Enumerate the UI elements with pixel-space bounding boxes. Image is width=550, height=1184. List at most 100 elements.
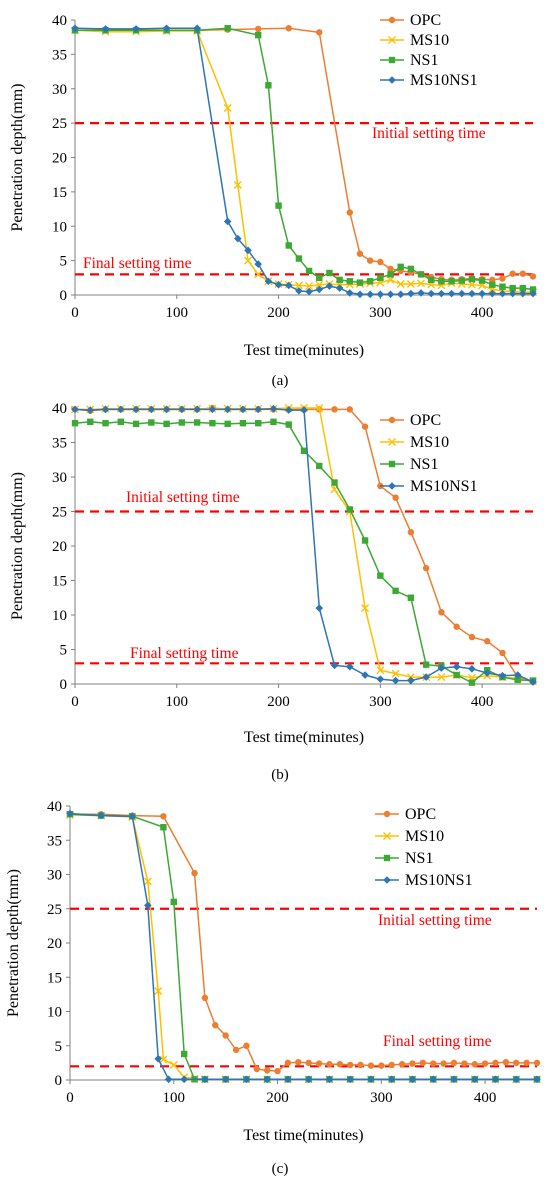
legend-label: MS10 xyxy=(405,828,444,845)
data-point xyxy=(409,1060,416,1067)
data-point xyxy=(478,277,486,284)
data-point xyxy=(376,675,385,683)
data-point xyxy=(284,281,293,290)
data-point xyxy=(346,209,353,216)
data-point xyxy=(326,1061,333,1068)
data-point xyxy=(356,279,364,286)
data-point xyxy=(529,273,537,280)
data-point xyxy=(169,1060,178,1069)
data-point xyxy=(437,673,446,682)
legend-marker xyxy=(388,76,396,84)
data-point xyxy=(391,669,400,678)
data-point xyxy=(305,267,313,275)
data-point xyxy=(164,1075,173,1084)
data-point xyxy=(422,661,430,668)
data-point xyxy=(492,1059,499,1067)
y-tick-label: 40 xyxy=(47,799,62,815)
data-point xyxy=(263,1067,271,1074)
reference-line-label: Initial setting time xyxy=(126,489,240,506)
data-point xyxy=(376,666,385,675)
data-point xyxy=(377,572,384,579)
data-point xyxy=(97,811,105,820)
data-point xyxy=(376,290,385,299)
data-point xyxy=(254,405,262,414)
data-point xyxy=(178,419,186,426)
data-point xyxy=(356,290,364,299)
legend-label: NS1 xyxy=(410,52,438,69)
data-point xyxy=(346,278,353,285)
panel-label: (a) xyxy=(272,373,289,389)
series-line xyxy=(74,29,533,294)
data-point xyxy=(160,824,167,831)
data-point xyxy=(458,277,465,284)
data-point xyxy=(223,217,232,226)
data-point xyxy=(388,1061,395,1069)
legend-marker xyxy=(388,460,396,468)
data-point xyxy=(264,277,273,286)
data-point xyxy=(533,1075,541,1084)
data-point xyxy=(392,494,399,501)
data-point xyxy=(478,289,486,298)
legend-marker xyxy=(383,832,391,840)
data-point xyxy=(253,1065,260,1073)
y-tick-label: 35 xyxy=(47,833,62,849)
y-tick-label: 0 xyxy=(60,288,68,304)
data-point xyxy=(387,271,394,278)
data-point xyxy=(484,638,491,645)
data-point xyxy=(499,283,506,290)
reference-line-label: Initial setting time xyxy=(372,125,486,142)
y-tick-label: 10 xyxy=(47,1005,62,1021)
data-point xyxy=(513,1059,520,1067)
data-point xyxy=(193,24,201,33)
x-tick-label: 200 xyxy=(266,1090,289,1106)
data-point xyxy=(254,260,262,268)
data-point xyxy=(336,1061,344,1068)
data-point xyxy=(315,285,324,294)
data-point xyxy=(468,633,476,641)
y-tick-label: 30 xyxy=(47,868,62,884)
data-point xyxy=(154,1054,163,1063)
data-point xyxy=(437,664,446,672)
data-point xyxy=(367,1075,375,1084)
data-point xyxy=(346,289,354,297)
data-point xyxy=(499,275,506,282)
x-tick-label: 0 xyxy=(71,305,79,321)
data-point xyxy=(498,289,507,298)
data-point xyxy=(422,673,430,681)
legend-label: MS10NS1 xyxy=(410,478,478,495)
data-point xyxy=(101,25,110,33)
data-point xyxy=(191,869,198,877)
data-point xyxy=(315,604,324,612)
legend-label: OPC xyxy=(410,12,441,29)
data-point xyxy=(325,282,334,290)
data-point xyxy=(519,284,527,292)
data-point xyxy=(331,479,338,486)
data-point xyxy=(509,284,516,292)
data-point xyxy=(239,419,247,427)
data-point xyxy=(461,1060,468,1067)
y-tick-label: 20 xyxy=(52,151,67,167)
series-line xyxy=(74,421,534,684)
data-point xyxy=(304,1075,313,1084)
y-tick-label: 20 xyxy=(52,539,67,555)
data-point xyxy=(408,1075,417,1084)
data-point xyxy=(326,269,333,277)
legend-marker xyxy=(388,56,396,64)
data-point xyxy=(481,1060,489,1067)
data-point xyxy=(305,282,314,291)
data-point xyxy=(221,1075,230,1084)
data-point xyxy=(316,29,323,36)
series-line xyxy=(75,27,534,281)
data-point xyxy=(407,289,415,298)
data-point xyxy=(101,405,110,414)
data-point xyxy=(447,289,456,298)
x-tick-label: 200 xyxy=(267,305,290,321)
data-point xyxy=(315,404,324,412)
data-point xyxy=(386,290,395,299)
data-point xyxy=(270,418,277,425)
data-point xyxy=(201,1075,209,1084)
data-point xyxy=(275,202,282,209)
